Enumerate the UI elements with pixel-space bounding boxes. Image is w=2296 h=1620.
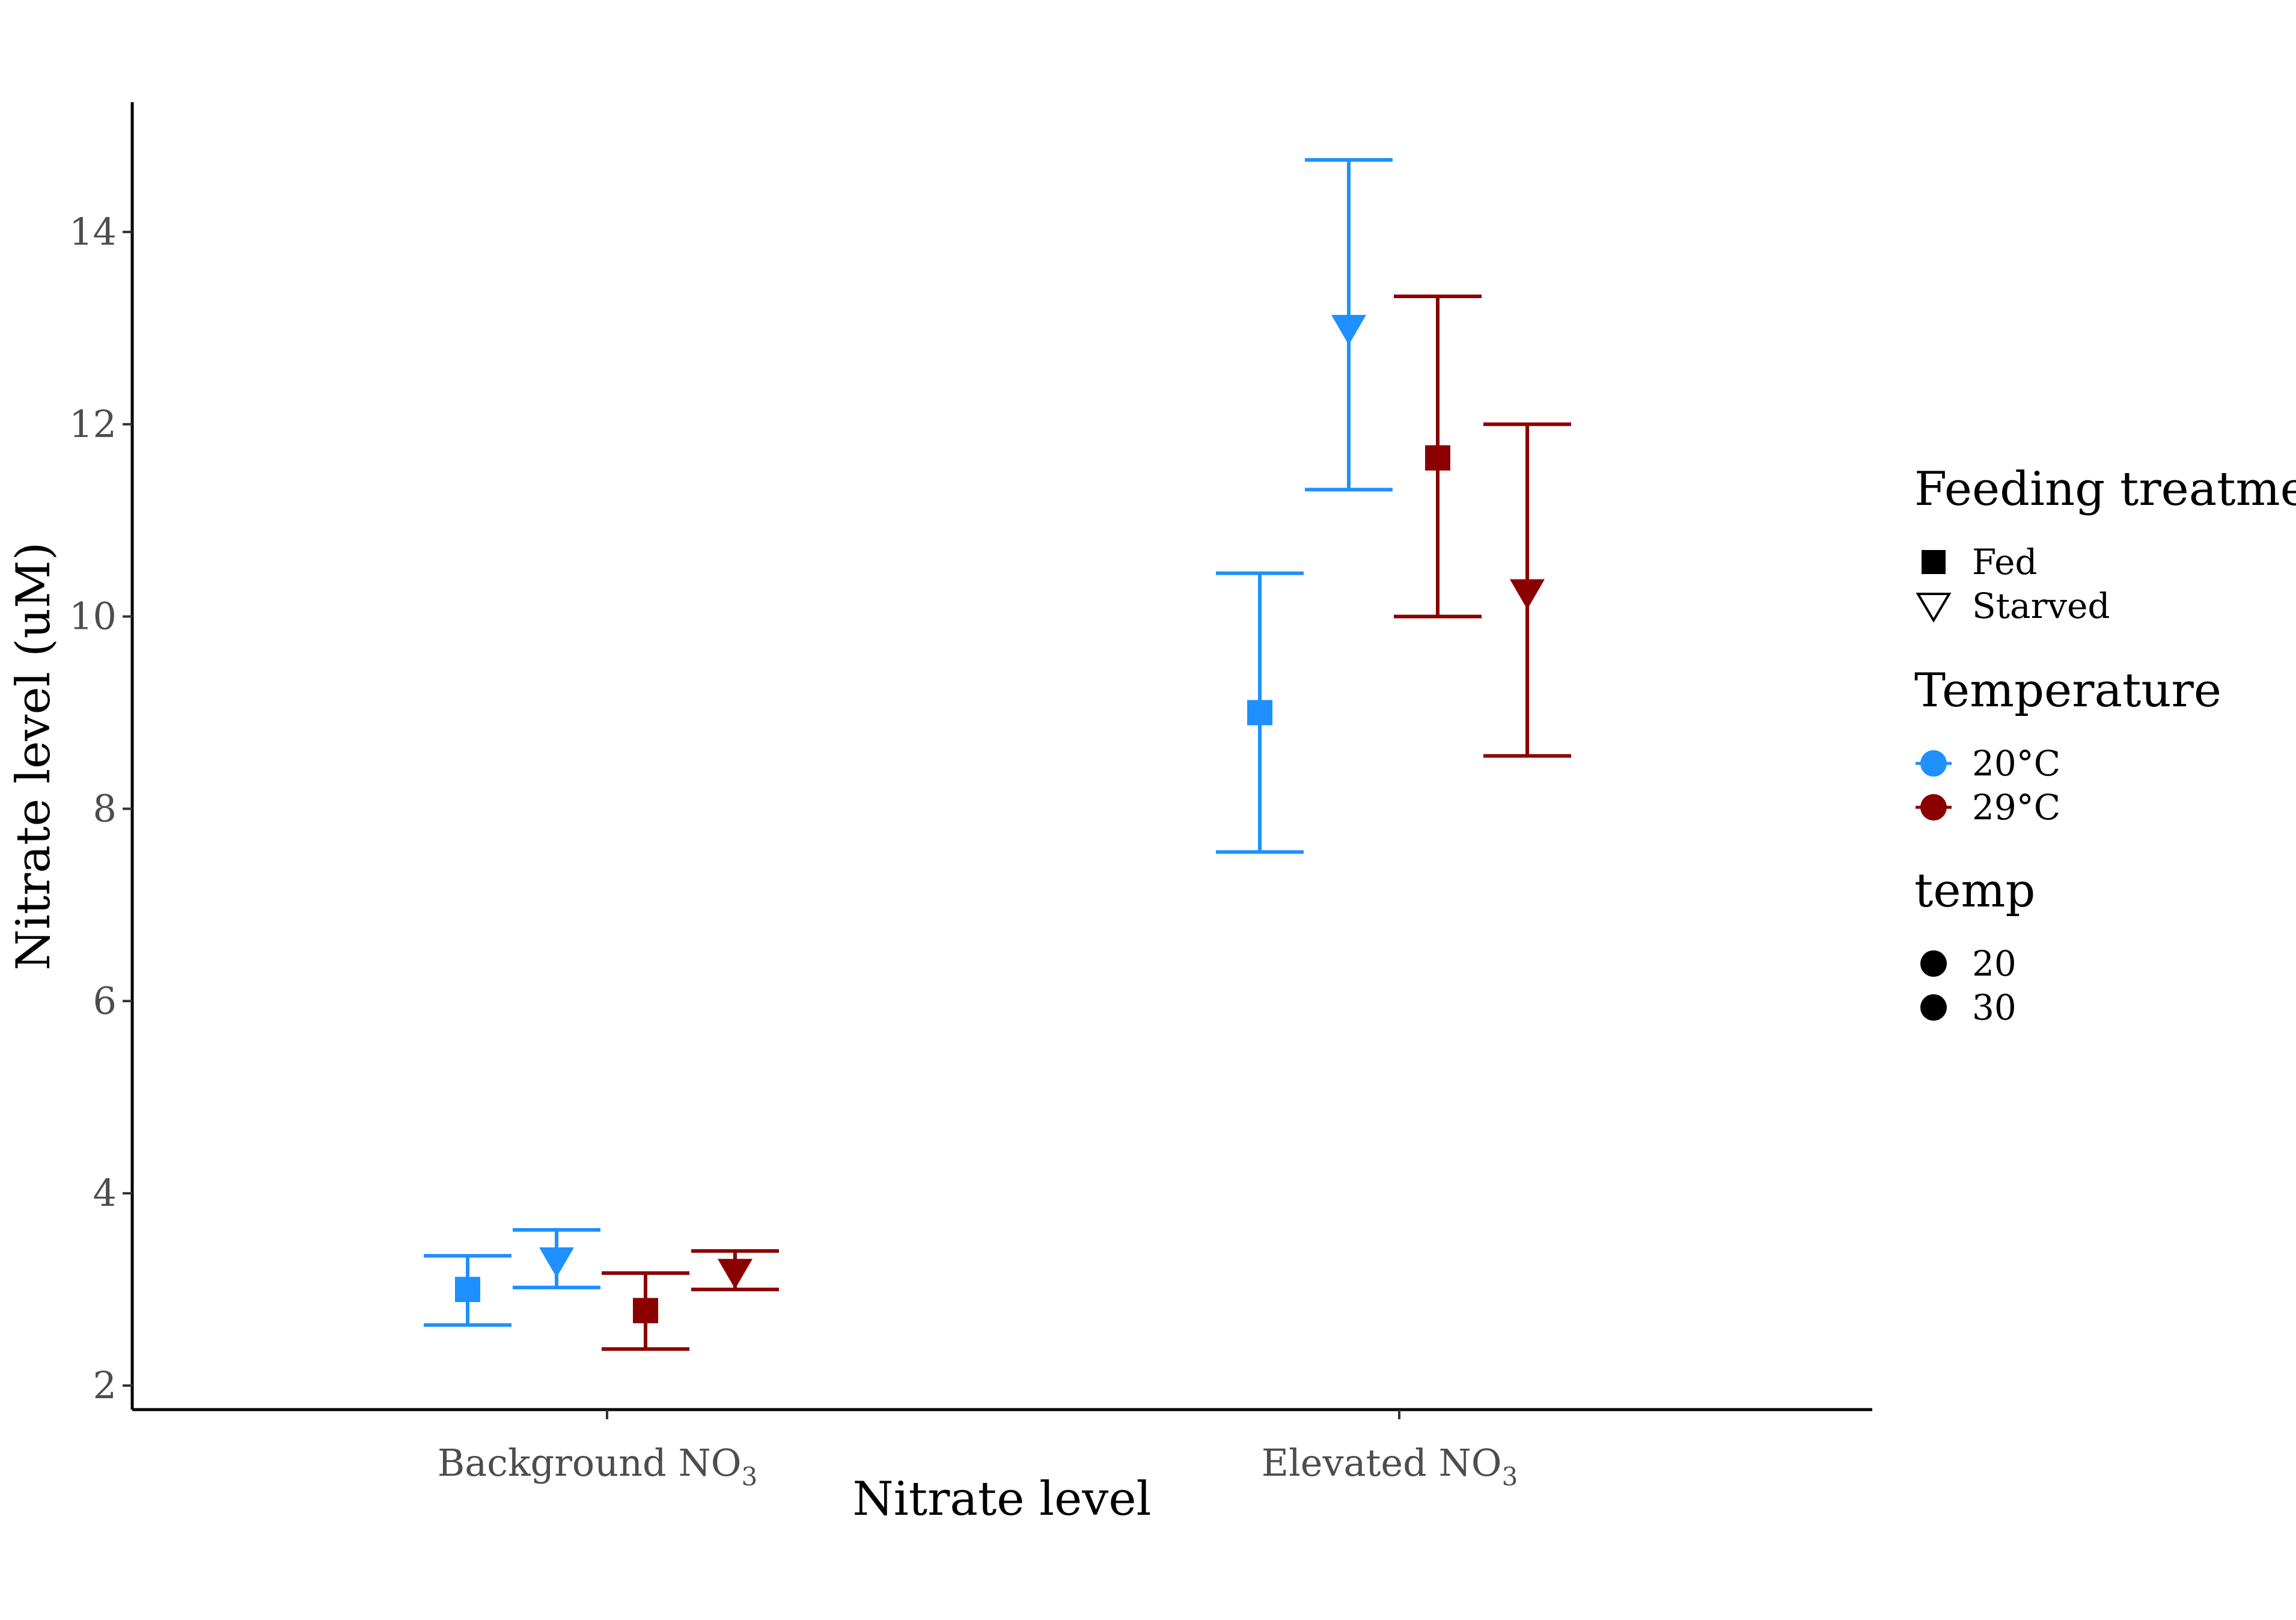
y-tick-label: 6	[93, 979, 117, 1022]
x-axis-ticks: Background NO3 Elevated NO3	[438, 1410, 1518, 1491]
point-square	[633, 1298, 658, 1324]
y-tick-label: 12	[69, 402, 117, 446]
legend-item: 30	[1920, 987, 2017, 1028]
point-square	[1247, 700, 1272, 726]
legend-label: Starved	[1972, 585, 2110, 626]
error-bar-group	[1305, 157, 1393, 492]
legend-label: 29°C	[1972, 787, 2060, 828]
y-tick-label: 14	[69, 210, 117, 254]
point-square	[1425, 445, 1450, 471]
point-triangle	[718, 1259, 753, 1289]
legend-label: 30	[1972, 987, 2017, 1028]
y-tick-label: 2	[93, 1363, 117, 1407]
error-bar-group	[513, 1227, 600, 1289]
y-tick-label: 10	[69, 595, 117, 638]
legend-item: 20°C	[1916, 743, 2060, 784]
error-bar-group	[602, 1271, 689, 1351]
chart-marks	[424, 157, 1571, 1351]
point-square	[455, 1277, 480, 1303]
y-tick-label: 8	[93, 786, 117, 830]
legend-label: Fed	[1972, 542, 2038, 582]
y-axis-title: Nitrate level (uM)	[7, 542, 61, 971]
legend-title: temp	[1914, 864, 2035, 918]
legend-item: 29°C	[1916, 787, 2060, 828]
x-tick-label: Elevated NO3	[1262, 1441, 1518, 1491]
legend-key-circle	[1920, 950, 1947, 977]
legend-key-circle	[1920, 750, 1947, 777]
point-triangle	[1331, 314, 1366, 345]
point-triangle	[1510, 579, 1545, 610]
x-axis-title: Nitrate level	[853, 1472, 1152, 1526]
y-axis-ticks: 2 4 6 8 10 12 14	[69, 210, 132, 1407]
legend-item: 20	[1920, 943, 2017, 984]
legend-item: Fed	[1922, 542, 2038, 582]
error-bar-group	[1216, 571, 1304, 854]
legend-key-circle	[1920, 794, 1947, 821]
error-bar-group	[691, 1249, 779, 1292]
error-bar-group	[424, 1254, 511, 1327]
legend-key-square	[1922, 550, 1946, 574]
error-bar-group	[1394, 295, 1482, 619]
legend-label: 20°C	[1972, 743, 2060, 784]
legend-title: Temperature	[1914, 664, 2221, 718]
legend-block: Temperature 20°C29°C	[1914, 664, 2221, 828]
x-tick-label: Background NO3	[438, 1441, 758, 1491]
legend-label: 20	[1972, 943, 2017, 984]
legend-key-triangle	[1916, 593, 1952, 623]
legend-key-circle	[1920, 994, 1947, 1021]
legend-item: Starved	[1916, 585, 2110, 626]
point-triangle	[539, 1247, 574, 1278]
y-tick-label: 4	[93, 1171, 117, 1215]
legend-title: Feeding treatment	[1914, 462, 2296, 516]
error-bar-group	[1483, 422, 1571, 758]
